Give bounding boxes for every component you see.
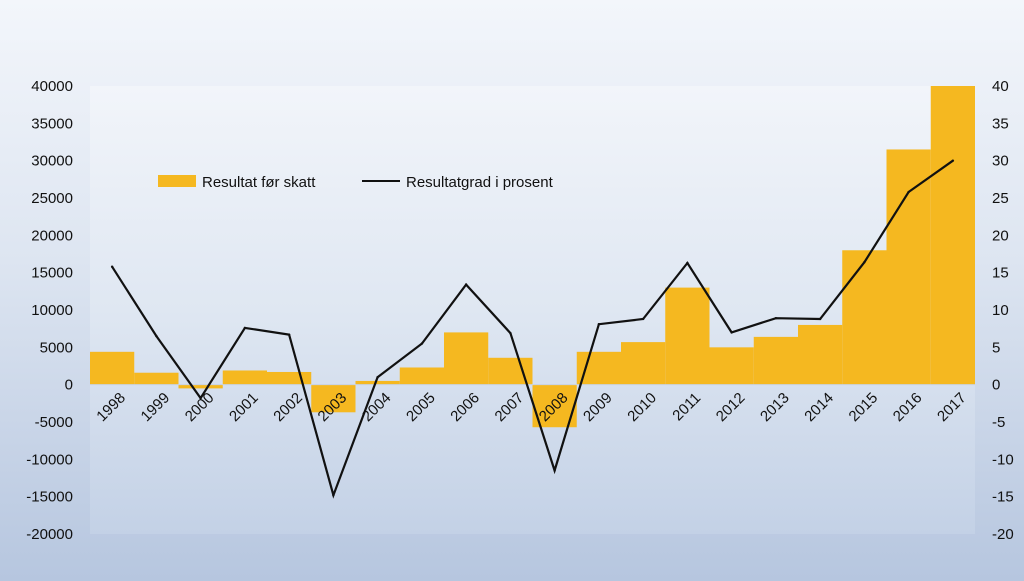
y-left-tick-label: 10000 xyxy=(31,302,73,319)
bar-2017 xyxy=(930,86,975,385)
bar-2011 xyxy=(665,287,710,385)
y-right-tick-label: -15 xyxy=(992,489,1014,506)
bar-1999 xyxy=(134,372,179,385)
legend-swatch-bar xyxy=(158,175,196,187)
line-point-2004 xyxy=(376,376,379,379)
y-right-tick-label: 5 xyxy=(992,339,1000,356)
bar-2015 xyxy=(842,250,887,385)
bar-1998 xyxy=(90,351,135,385)
line-point-2001 xyxy=(243,326,247,330)
line-point-2008 xyxy=(553,469,556,472)
line-point-2017 xyxy=(951,159,955,162)
left-axis-ticks: -20000 -15000 -10000 -5000 0 5000 10000 15000 20… xyxy=(26,78,73,543)
line-point-2015 xyxy=(863,261,866,264)
line-point-2014 xyxy=(818,317,822,321)
line-point-2007 xyxy=(509,331,512,335)
y-right-tick-label: 15 xyxy=(992,265,1009,282)
bar-2013 xyxy=(753,336,798,385)
line-point-2011 xyxy=(686,261,689,265)
bar-2002 xyxy=(267,371,312,385)
y-left-tick-label: 0 xyxy=(65,377,73,394)
bar-2014 xyxy=(798,324,843,385)
bar-2009 xyxy=(576,351,621,385)
bar-2003 xyxy=(311,384,356,413)
y-left-tick-label: 35000 xyxy=(31,115,73,132)
bar-2001 xyxy=(222,370,267,385)
y-right-tick-label: -5 xyxy=(992,414,1005,431)
bar-2000 xyxy=(178,384,223,389)
bar-2016 xyxy=(886,149,931,385)
y-right-tick-label: -20 xyxy=(992,526,1014,543)
bar-series xyxy=(90,86,975,428)
y-right-tick-label: 25 xyxy=(992,190,1009,207)
y-left-tick-label: -15000 xyxy=(26,489,73,506)
line-path xyxy=(111,159,954,499)
legend: Resultat før skatt Resultatgrad i prosen… xyxy=(158,174,554,191)
bar-2006 xyxy=(444,332,489,385)
y-left-tick-label: 5000 xyxy=(40,339,73,356)
line-point-2009 xyxy=(597,322,601,326)
y-right-tick-label: 0 xyxy=(992,377,1000,394)
y-right-tick-label: 40 xyxy=(992,78,1009,95)
bar-2010 xyxy=(621,342,666,385)
y-left-tick-label: 15000 xyxy=(31,265,73,282)
y-left-tick-label: 25000 xyxy=(31,190,73,207)
y-right-tick-label: 35 xyxy=(992,115,1009,132)
y-left-tick-label: -5000 xyxy=(35,414,73,431)
legend-label-bar: Resultat før skatt xyxy=(202,174,316,191)
y-right-tick-label: 10 xyxy=(992,302,1009,319)
line-point-2010 xyxy=(641,317,645,321)
y-left-tick-label: 30000 xyxy=(31,153,73,170)
y-left-tick-label: 20000 xyxy=(31,227,73,244)
line-series xyxy=(110,159,955,499)
line-point-2000 xyxy=(199,396,202,400)
legend-label-line: Resultatgrad i prosent xyxy=(406,174,554,191)
y-right-tick-label: 30 xyxy=(992,153,1009,170)
line-point-2013 xyxy=(774,317,778,320)
bar-2012 xyxy=(709,347,754,385)
y-left-tick-label: -20000 xyxy=(26,526,73,543)
line-point-2002 xyxy=(287,333,291,336)
y-right-tick-label: 20 xyxy=(992,227,1009,244)
y-left-tick-label: 40000 xyxy=(31,78,73,95)
bar-2005 xyxy=(399,367,444,385)
line-point-1999 xyxy=(155,334,158,338)
line-point-2006 xyxy=(464,283,468,286)
y-left-tick-label: -10000 xyxy=(26,451,73,468)
bar-2004 xyxy=(355,380,400,385)
line-point-1998 xyxy=(110,265,114,268)
line-point-2003 xyxy=(332,493,335,497)
line-point-2012 xyxy=(730,331,733,334)
line-point-2005 xyxy=(420,342,424,345)
right-axis-ticks: -20 -15 -10 -5 0 5 10 15 20 25 30 35 40 xyxy=(992,78,1014,543)
line-point-2016 xyxy=(907,190,910,194)
y-right-tick-label: -10 xyxy=(992,451,1014,468)
